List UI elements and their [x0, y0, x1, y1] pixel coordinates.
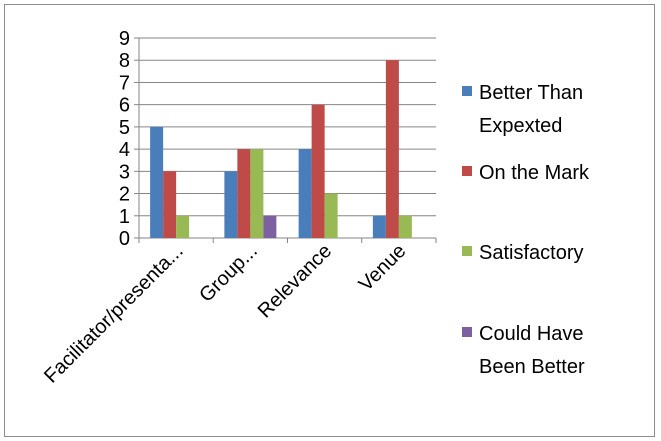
bar [385, 60, 399, 238]
bar [150, 126, 164, 238]
legend-swatch [462, 86, 472, 96]
bar [163, 171, 177, 238]
y-tick-label: 3 [119, 161, 130, 183]
bar [298, 149, 312, 238]
x-category-label: Relevance [254, 240, 336, 322]
bar [324, 193, 338, 238]
bar [224, 171, 238, 238]
y-tick-label: 9 [119, 28, 130, 50]
legend-swatch [462, 327, 472, 337]
y-tick-label: 2 [119, 184, 130, 206]
legend-label: Satisfactory [479, 242, 583, 264]
bar [237, 149, 251, 238]
legend-label: Better Than [479, 82, 583, 104]
y-tick-label: 0 [119, 228, 130, 250]
x-category-label: Facilitator/presenta... [40, 240, 188, 388]
bar [263, 215, 277, 238]
bar [398, 215, 412, 238]
legend-label: Could Have [479, 323, 584, 345]
legend-swatch [462, 246, 472, 256]
x-category-label: Group... [195, 240, 262, 307]
y-tick-label: 4 [119, 139, 130, 161]
bar [311, 104, 325, 239]
legend-label: Expexted [479, 115, 562, 137]
bar [372, 215, 386, 238]
y-tick-label: 8 [119, 50, 130, 72]
y-tick-label: 7 [119, 72, 130, 94]
y-tick-label: 5 [119, 117, 130, 139]
bar [176, 215, 190, 238]
x-category-label: Venue [355, 240, 411, 296]
legend-swatch [462, 166, 472, 176]
y-tick-label: 1 [119, 206, 130, 228]
legend-label: On the Mark [479, 162, 590, 184]
y-tick-label: 6 [119, 95, 130, 117]
legend-label: Been Better [479, 356, 585, 378]
bar [250, 149, 264, 238]
